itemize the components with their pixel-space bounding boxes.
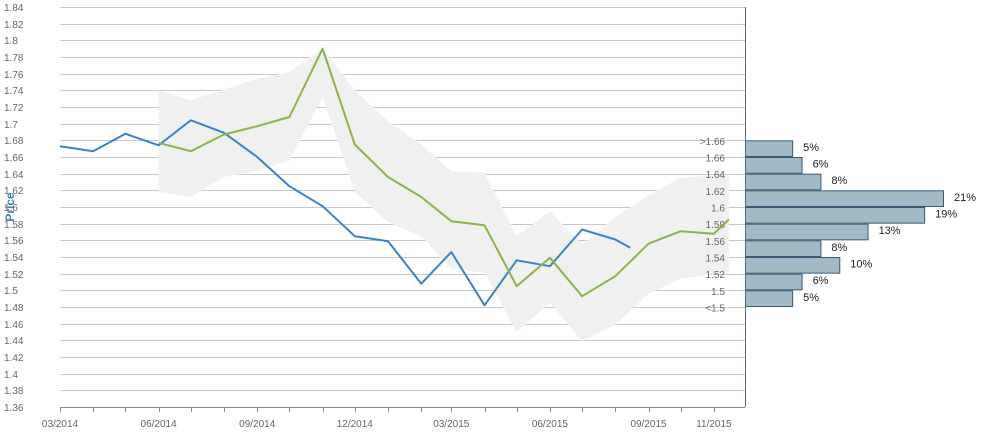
histogram-bin-label: <1.5: [705, 304, 725, 315]
histogram-bin-label: 1.64: [706, 170, 726, 181]
histogram-bin-label: >1.66: [700, 137, 726, 148]
y-tick-label: 1.54: [4, 253, 24, 264]
histogram-percent-label: 21%: [954, 192, 976, 204]
y-tick-label: 1.4: [4, 370, 18, 381]
histogram-percent-label: 8%: [831, 175, 847, 187]
histogram-bar: [745, 173, 822, 191]
y-tick-label: 1.6: [4, 203, 18, 214]
y-tick-label: 1.8: [4, 36, 18, 47]
histogram-bar: [745, 190, 944, 207]
histogram-bin-label: 1.5: [711, 287, 725, 298]
y-tick-label: 1.38: [4, 386, 24, 397]
histogram-percent-label: 10%: [850, 259, 872, 271]
forecast-band: [158, 48, 729, 342]
y-tick-label: 1.74: [4, 86, 24, 97]
y-tick-label: 1.5: [4, 286, 18, 297]
y-tick-label: 1.56: [4, 236, 24, 247]
x-tick-label: 06/2015: [532, 419, 569, 430]
histogram-bar: [745, 273, 803, 291]
histogram-percent-label: 6%: [813, 275, 829, 287]
histogram-percent-label: 8%: [831, 242, 847, 254]
y-tick-label: 1.84: [4, 3, 24, 14]
series-lines: [59, 47, 730, 307]
x-tick-label: 06/2014: [141, 419, 178, 430]
y-tick-label: 1.58: [4, 220, 24, 231]
y-tick-label: 1.7: [4, 120, 18, 131]
histogram-bin-label: 1.56: [706, 237, 726, 248]
y-tick-label: 1.68: [4, 136, 24, 147]
x-tick-label: 09/2014: [239, 419, 276, 430]
x-tick-label: 03/2014: [42, 419, 79, 430]
x-tick-label: 03/2015: [433, 419, 470, 430]
y-axis-label: Price: [3, 192, 17, 222]
series-line-1: [59, 119, 631, 307]
histogram: >1.66 5% 1.66 6% 1.64 8% 1.62 21% 1.6 19% 1.58 13% 1…: [700, 137, 977, 315]
histogram-bar: [745, 157, 803, 174]
histogram-bar: [745, 290, 794, 308]
histogram-percent-label: 5%: [803, 142, 819, 154]
histogram-bar: [745, 140, 794, 157]
histogram-bin-label: 1.54: [706, 254, 726, 265]
y-tick-label: 1.76: [4, 70, 24, 81]
y-tick-label: 1.42: [4, 353, 24, 364]
histogram-percent-label: 13%: [879, 225, 901, 237]
forecast-band-area: [158, 48, 729, 342]
histogram-bin-label: 1.62: [706, 187, 726, 198]
x-tick-label: 11/2015: [696, 419, 732, 430]
y-tick-label: 1.64: [4, 170, 24, 181]
histogram-bin-label: 1.66: [706, 154, 726, 165]
x-tick-label: 12/2014: [337, 419, 374, 430]
y-tick-label: 1.72: [4, 103, 24, 114]
y-tick-label: 1.46: [4, 320, 24, 331]
y-tick-label: 1.44: [4, 336, 24, 347]
tick-labels: 1.36 1.38 1.4 1.42 1.44 1.46 1.48 1.5 1.52 1.54 1.…: [4, 3, 732, 430]
x-tick-label: 09/2015: [630, 419, 667, 430]
histogram-percent-label: 19%: [935, 209, 957, 221]
axes: [60, 7, 746, 412]
histogram-bar: [745, 257, 841, 274]
y-tick-label: 1.48: [4, 303, 24, 314]
y-tick-label: 1.82: [4, 20, 24, 31]
histogram-percent-label: 5%: [803, 292, 819, 304]
y-tick-label: 1.66: [4, 153, 24, 164]
y-tick-label: 1.52: [4, 270, 24, 281]
histogram-bar: [745, 207, 926, 224]
histogram-bar: [745, 223, 869, 241]
y-tick-label: 1.36: [4, 403, 24, 414]
y-tick-label: 1.62: [4, 186, 24, 197]
histogram-bin-label: 1.52: [706, 270, 726, 281]
histogram-percent-label: 6%: [813, 159, 829, 171]
histogram-bar: [745, 240, 822, 257]
y-tick-label: 1.78: [4, 53, 24, 64]
histogram-bin-label: 1.58: [706, 220, 726, 231]
histogram-bin-label: 1.6: [711, 204, 725, 215]
series-line-2: [158, 47, 730, 298]
